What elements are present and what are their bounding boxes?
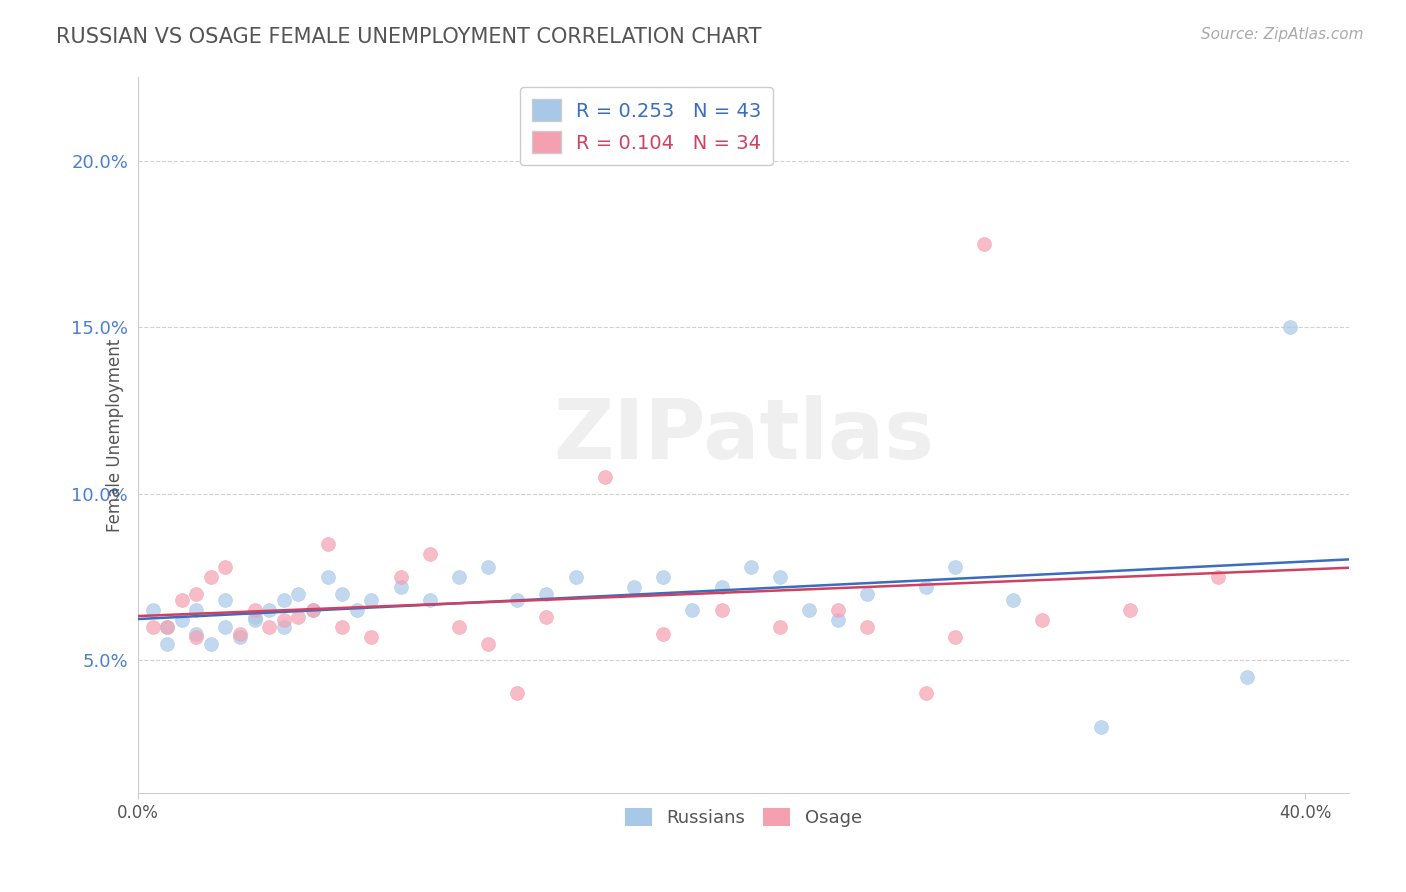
Point <box>330 586 353 600</box>
Point <box>389 570 412 584</box>
Point <box>186 630 208 644</box>
Point <box>827 613 849 627</box>
Point <box>943 560 966 574</box>
Point <box>389 580 412 594</box>
Point <box>477 560 499 574</box>
Point <box>710 580 733 594</box>
Point <box>287 610 309 624</box>
Point <box>229 626 252 640</box>
Point <box>1279 320 1302 334</box>
Point <box>243 610 266 624</box>
Point <box>302 603 325 617</box>
Point <box>141 603 163 617</box>
Y-axis label: Female Unemployment: Female Unemployment <box>105 339 124 532</box>
Point <box>710 603 733 617</box>
Point <box>360 630 382 644</box>
Point <box>259 620 281 634</box>
Point <box>273 593 295 607</box>
Point <box>156 636 179 650</box>
Point <box>943 630 966 644</box>
Point <box>316 570 339 584</box>
Point <box>564 570 586 584</box>
Point <box>447 620 470 634</box>
Point <box>259 603 281 617</box>
Point <box>243 603 266 617</box>
Point <box>186 586 208 600</box>
Point <box>769 620 792 634</box>
Point <box>419 593 441 607</box>
Point <box>419 547 441 561</box>
Text: RUSSIAN VS OSAGE FEMALE UNEMPLOYMENT CORRELATION CHART: RUSSIAN VS OSAGE FEMALE UNEMPLOYMENT COR… <box>56 27 762 46</box>
Point <box>316 536 339 550</box>
Point <box>302 603 325 617</box>
Point <box>330 620 353 634</box>
Point <box>346 603 368 617</box>
Point <box>214 593 236 607</box>
Point <box>506 593 529 607</box>
Point <box>769 570 792 584</box>
Point <box>360 593 382 607</box>
Point <box>287 586 309 600</box>
Point <box>156 620 179 634</box>
Point <box>1119 603 1142 617</box>
Point <box>214 560 236 574</box>
Point <box>477 636 499 650</box>
Point <box>229 630 252 644</box>
Point <box>186 603 208 617</box>
Point <box>914 580 936 594</box>
Point <box>856 586 879 600</box>
Point <box>141 620 163 634</box>
Point <box>740 560 762 574</box>
Point <box>1031 613 1053 627</box>
Point <box>856 620 879 634</box>
Point <box>797 603 820 617</box>
Point <box>1002 593 1025 607</box>
Point <box>214 620 236 634</box>
Point <box>536 586 558 600</box>
Point <box>170 613 193 627</box>
Point <box>827 603 849 617</box>
Point <box>623 580 645 594</box>
Point <box>914 686 936 700</box>
Point <box>447 570 470 584</box>
Legend: Russians, Osage: Russians, Osage <box>617 801 869 834</box>
Point <box>506 686 529 700</box>
Point <box>200 570 222 584</box>
Point <box>273 620 295 634</box>
Point <box>536 610 558 624</box>
Point <box>1236 670 1258 684</box>
Point <box>593 470 616 484</box>
Point <box>973 236 995 251</box>
Point <box>681 603 703 617</box>
Point <box>243 613 266 627</box>
Point <box>652 570 675 584</box>
Text: Source: ZipAtlas.com: Source: ZipAtlas.com <box>1201 27 1364 42</box>
Text: ZIPatlas: ZIPatlas <box>553 395 934 476</box>
Point <box>1206 570 1229 584</box>
Point <box>1090 720 1112 734</box>
Point <box>156 620 179 634</box>
Point <box>200 636 222 650</box>
Point <box>652 626 675 640</box>
Point <box>186 626 208 640</box>
Point <box>273 613 295 627</box>
Point <box>170 593 193 607</box>
